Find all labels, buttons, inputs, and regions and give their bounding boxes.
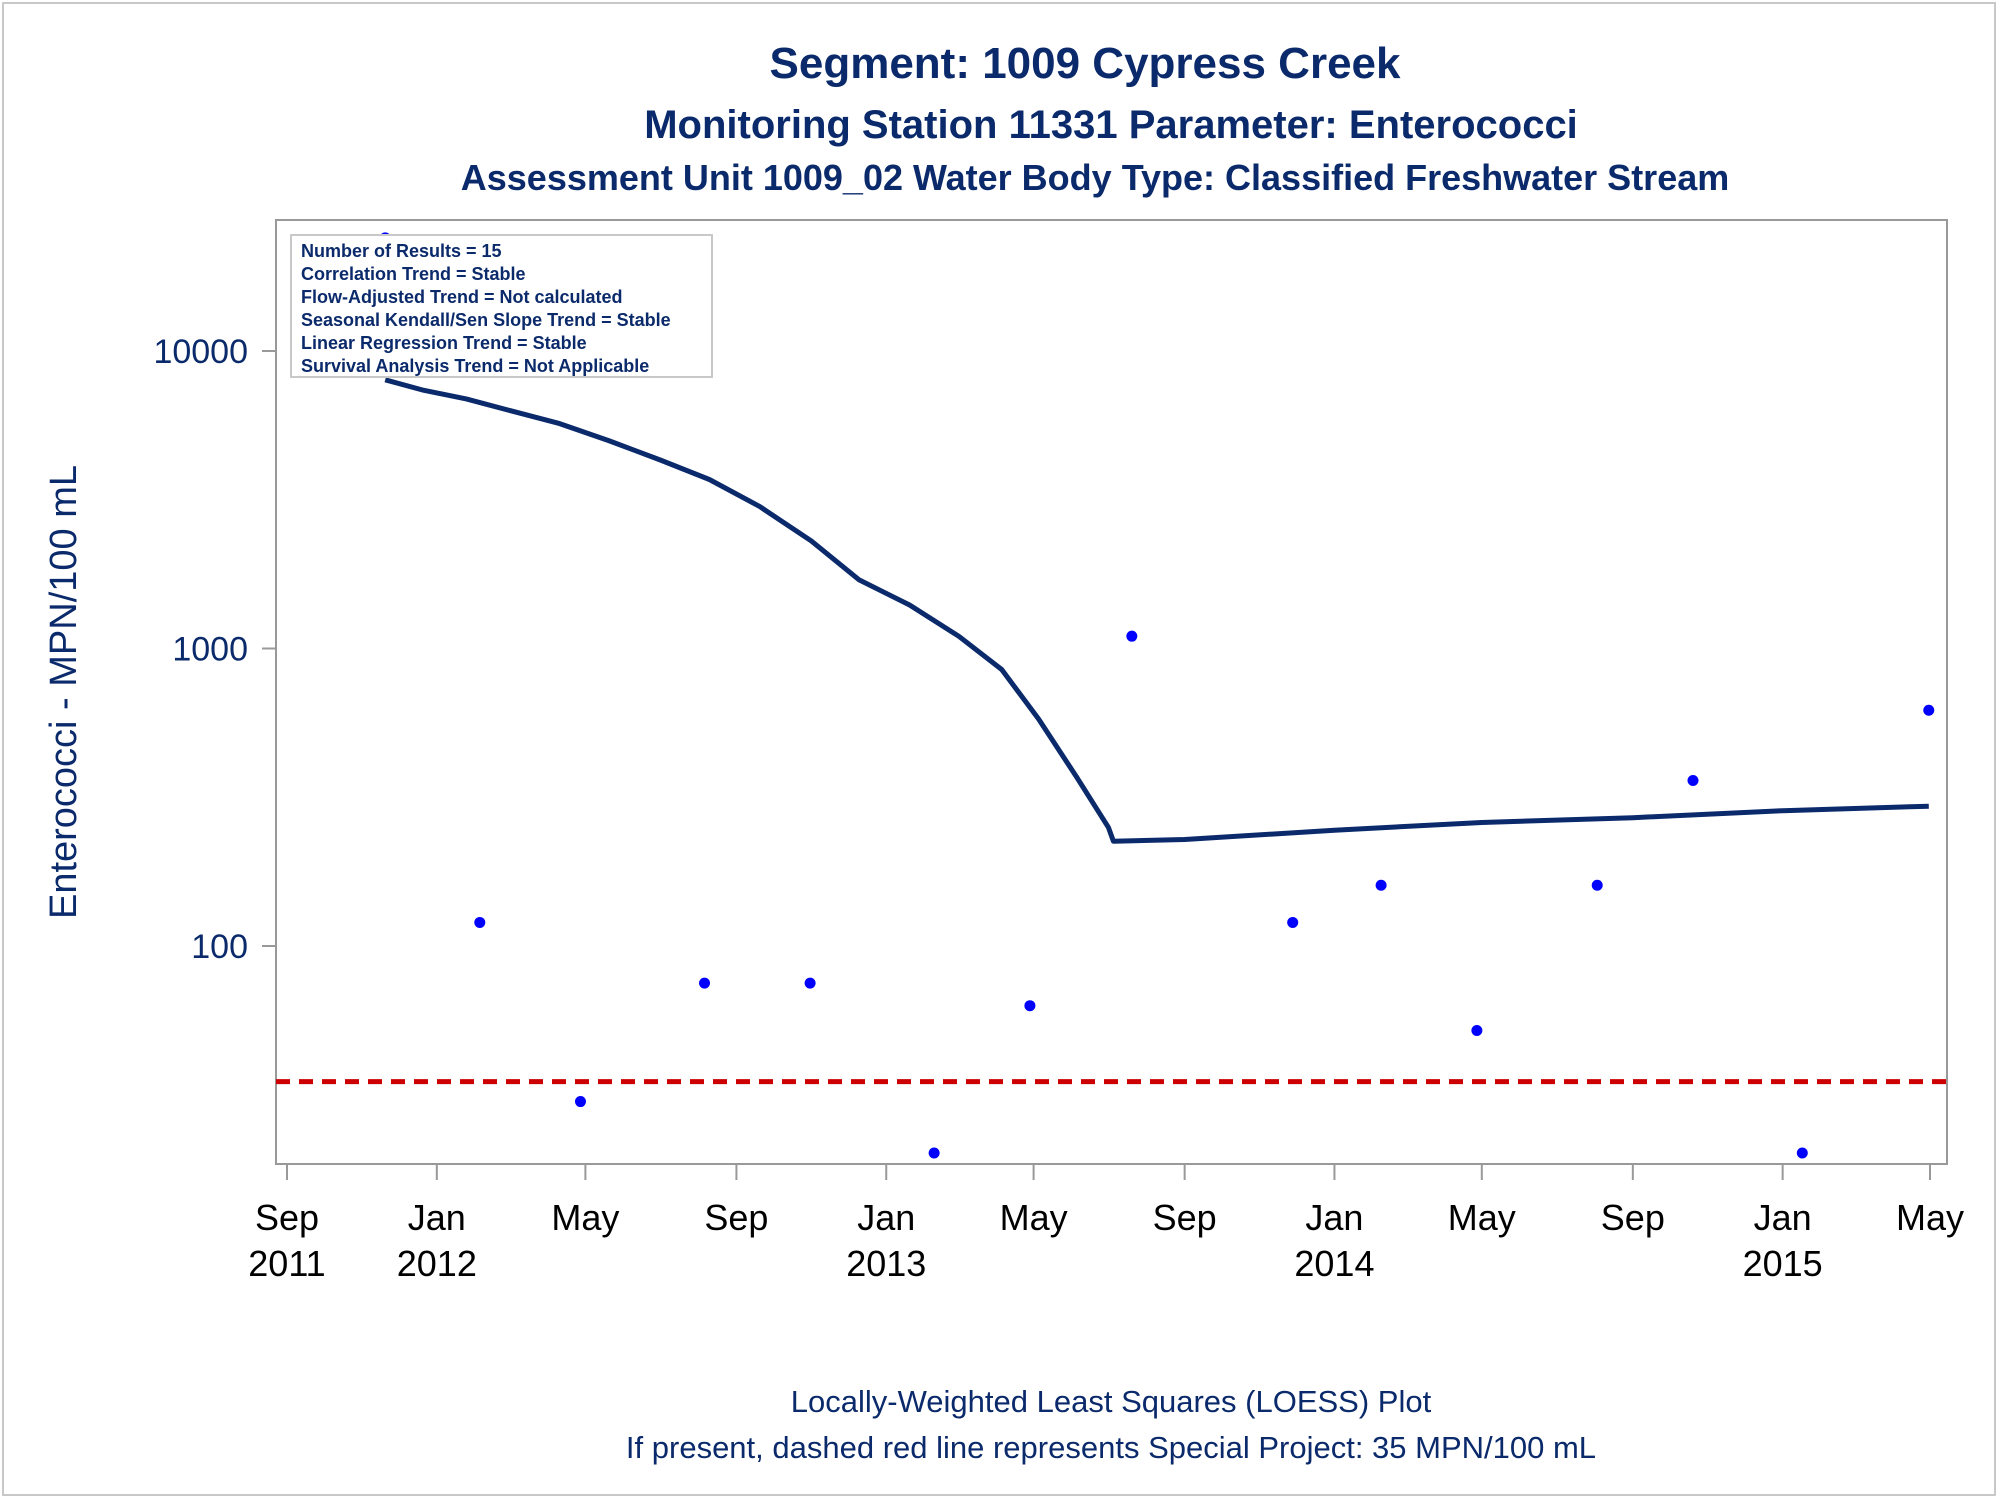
x-tick-label-month: Sep xyxy=(704,1197,768,1238)
data-point xyxy=(1923,704,1935,716)
stat-number-of-results: Number of Results = 15 xyxy=(301,241,502,261)
y-tick-label: 100 xyxy=(191,928,248,966)
x-tick-label-month: Jan xyxy=(857,1197,915,1238)
data-point xyxy=(1287,916,1299,928)
loess-line xyxy=(384,377,1929,844)
data-point xyxy=(1591,879,1603,891)
data-point xyxy=(474,916,486,928)
x-tick-label-year: 2014 xyxy=(1294,1243,1374,1284)
data-point xyxy=(1126,630,1138,642)
data-point xyxy=(1471,1024,1483,1036)
x-tick-label-month: May xyxy=(1448,1197,1516,1238)
plot-area xyxy=(275,219,1948,1165)
y-tick-label: 10000 xyxy=(153,333,248,371)
stat-correlation-trend: Correlation Trend = Stable xyxy=(301,264,526,284)
x-tick-label-month: Sep xyxy=(1601,1197,1665,1238)
x-tick-label-month: Sep xyxy=(1153,1197,1217,1238)
chart-subtitle: Monitoring Station 11331 Parameter: Ente… xyxy=(644,103,1578,147)
stats-box-border xyxy=(290,234,713,378)
stat-seasonal-kendall-trend: Seasonal Kendall/Sen Slope Trend = Stabl… xyxy=(301,310,671,330)
x-tick-label-month: May xyxy=(1000,1197,1068,1238)
data-point xyxy=(699,977,711,989)
footnote-loess: Locally-Weighted Least Squares (LOESS) P… xyxy=(791,1384,1432,1419)
stat-linear-regression-trend: Linear Regression Trend = Stable xyxy=(301,333,587,353)
x-tick-label-month: Jan xyxy=(408,1197,466,1238)
chart-subtitle-2: Assessment Unit 1009_02 Water Body Type:… xyxy=(461,157,1730,198)
data-point xyxy=(574,1096,586,1108)
x-tick-label-year: 2013 xyxy=(846,1243,926,1284)
data-point xyxy=(1796,1147,1808,1159)
x-tick-label-year: 2012 xyxy=(397,1243,477,1284)
y-axis-label: Enterococci - MPN/100 mL xyxy=(43,465,85,919)
chart-title: Segment: 1009 Cypress Creek xyxy=(770,39,1402,88)
data-point xyxy=(1024,1000,1036,1012)
footnote-reference-line: If present, dashed red line represents S… xyxy=(626,1430,1596,1465)
x-tick-label-month: Jan xyxy=(1754,1197,1812,1238)
x-tick-label-year: 2015 xyxy=(1743,1243,1823,1284)
y-tick-label: 1000 xyxy=(172,631,248,669)
data-point xyxy=(928,1147,940,1159)
data-point xyxy=(804,977,816,989)
x-tick-label-month: May xyxy=(1896,1197,1964,1238)
data-point xyxy=(1375,879,1387,891)
x-axis: Sep 2011 Jan 2012 May Sep Jan 2013 May Sep Jan 2014… xyxy=(248,1164,1964,1284)
data-point xyxy=(1687,775,1699,786)
stat-flow-adjusted-trend: Flow-Adjusted Trend = Not calculated xyxy=(301,287,623,307)
x-tick-label-year: 2011 xyxy=(248,1243,325,1284)
x-tick-label-month: May xyxy=(551,1197,619,1238)
x-tick-label-month: Jan xyxy=(1305,1197,1363,1238)
stats-box: Number of Results = 15 Correlation Trend… xyxy=(290,234,713,378)
stat-survival-analysis-trend: Survival Analysis Trend = Not Applicable xyxy=(301,356,649,376)
x-tick-label-month: Sep xyxy=(255,1197,319,1238)
y-axis: 10000 1000 100 xyxy=(153,333,276,966)
